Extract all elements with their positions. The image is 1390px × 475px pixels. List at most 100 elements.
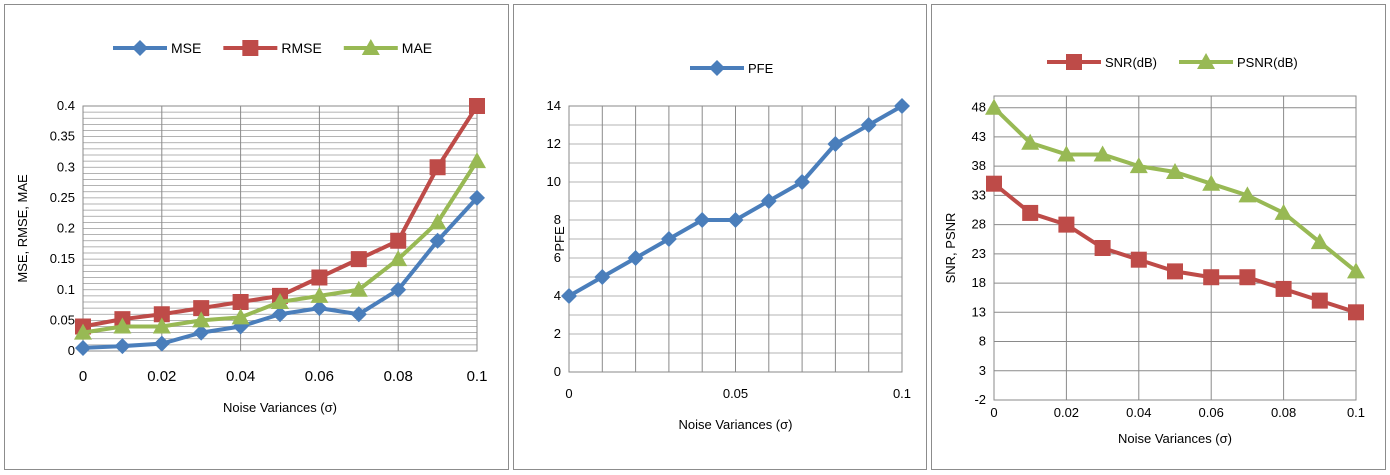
x-tick-label: 0.05 [723, 386, 748, 401]
series-pfe [561, 98, 910, 304]
y-tick-label: 33 [972, 187, 986, 202]
grid [993, 96, 1357, 401]
data-point [152, 317, 171, 334]
data-point [627, 250, 644, 266]
y-tick-label: 10 [547, 174, 561, 189]
x-axis-label: Noise Variances (σ) [223, 400, 337, 415]
y-axis-label: PFE [552, 226, 567, 252]
y-tick-label: 48 [972, 100, 986, 115]
y-tick-label: 38 [972, 158, 986, 173]
data-point [469, 98, 485, 114]
y-tick-label: 43 [972, 129, 986, 144]
legend-item: PSNR(dB) [1179, 53, 1298, 70]
y-tick-label: 8 [554, 212, 561, 227]
y-tick-label: 0.3 [57, 159, 75, 174]
data-point [561, 288, 577, 304]
data-point [660, 231, 677, 247]
data-point [350, 251, 367, 268]
y-tick-label: 23 [972, 246, 986, 261]
legend-marker [361, 39, 380, 55]
data-point [271, 293, 289, 309]
data-point [429, 232, 446, 249]
x-tick-label: 0 [79, 368, 87, 385]
chart-pfe: 0 2 4 6 8 10 12 14 0 0.05 0.1 Noise Variances (σ) PF… [547, 60, 911, 432]
plot-area-border [82, 105, 478, 352]
plot-area-border [993, 95, 1357, 401]
legend-label: MAE [402, 40, 432, 56]
data-point [310, 286, 329, 303]
data-point [389, 250, 408, 267]
series-line [992, 182, 1357, 315]
data-point [429, 159, 446, 176]
y-tick-label: 0.15 [50, 251, 75, 266]
data-point [1202, 174, 1221, 191]
data-point [694, 212, 711, 228]
legend-marker [1197, 53, 1216, 69]
data-point [1130, 251, 1147, 268]
x-tick-label: 0.02 [1054, 405, 1079, 420]
data-point [1094, 240, 1111, 256]
legend-marker [709, 60, 725, 76]
x-tick-label: 0 [565, 386, 572, 401]
y-tick-label: 0.35 [50, 129, 75, 144]
legend-item: RMSE [223, 40, 322, 56]
y-tick-label: 0.1 [57, 282, 75, 297]
data-point [1348, 304, 1364, 321]
data-point [894, 98, 910, 114]
y-tick-label: 8 [979, 334, 986, 349]
data-point [1021, 133, 1040, 150]
y-tick-label: 0.2 [57, 221, 75, 236]
data-point [349, 280, 368, 297]
x-axis-label: Noise Variances (σ) [1118, 431, 1232, 446]
x-tick-label: 0.06 [1199, 405, 1224, 420]
y-tick-label: 0 [68, 343, 75, 358]
legend-label: RMSE [281, 40, 321, 56]
y-tick-label: -2 [974, 392, 986, 407]
y-tick-label: 13 [972, 304, 986, 319]
legend-label: SNR(dB) [1105, 55, 1157, 70]
legend-marker [242, 40, 259, 56]
data-point [760, 193, 777, 209]
data-point [390, 232, 407, 249]
legend: MSE RMSE MAE [113, 39, 432, 56]
data-point [594, 269, 611, 285]
legend-marker [132, 40, 148, 56]
y-tick-label: 28 [972, 217, 986, 232]
data-point [860, 117, 877, 133]
series-mae [74, 152, 486, 340]
data-point [1166, 163, 1184, 179]
data-point [1057, 145, 1076, 162]
series-snr-db- [986, 175, 1364, 321]
plot-area-border [568, 105, 903, 373]
data-point [74, 323, 92, 340]
y-tick-label: 0.25 [50, 190, 75, 205]
chart-panel-pfe: 0 2 4 6 8 10 12 14 0 0.05 0.1 Noise Variances (σ) PF… [513, 4, 927, 470]
legend-label: PSNR(dB) [1237, 55, 1298, 70]
legend: PFE [690, 60, 774, 76]
legend: SNR(dB) PSNR(dB) [1047, 53, 1298, 70]
data-point [1310, 233, 1329, 250]
data-point [428, 213, 447, 230]
data-point [114, 338, 131, 355]
data-point [727, 212, 744, 228]
legend-label: MSE [171, 40, 201, 56]
chart-panel-error-metrics: 0 0.05 0.1 0.15 0.2 0.25 0.3 0.35 0.4 0 0.02 0.04 0.… [4, 4, 509, 470]
data-point [1167, 263, 1183, 280]
y-axis-label: SNR, PSNR [943, 213, 958, 284]
y-tick-label: 0 [554, 364, 561, 379]
data-point [1347, 262, 1365, 279]
series-psnr-db- [985, 98, 1365, 279]
legend-label: PFE [748, 61, 774, 76]
data-point [827, 136, 844, 152]
data-point [272, 306, 288, 323]
data-point [1058, 216, 1075, 233]
x-tick-label: 0.08 [1271, 405, 1296, 420]
data-point [113, 317, 132, 334]
y-tick-label: 6 [554, 250, 561, 265]
data-point [311, 300, 328, 317]
data-point [794, 174, 811, 190]
data-point [193, 300, 210, 317]
series-line [992, 106, 1358, 273]
chart-error-metrics: 0 0.05 0.1 0.15 0.2 0.25 0.3 0.35 0.4 0 0.02 0.04 0.… [15, 39, 487, 415]
data-point [1311, 292, 1328, 309]
